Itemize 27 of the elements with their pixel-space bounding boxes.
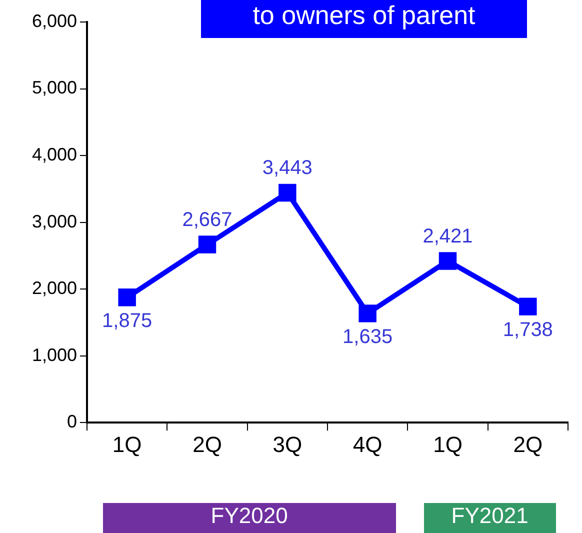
data-label: 2,421	[422, 225, 473, 248]
text: FY2021	[424, 503, 556, 533]
y-tick-label: 5,000	[32, 78, 77, 98]
x-tick-label: 2Q	[192, 432, 222, 457]
point	[438, 252, 457, 270]
y-tick-label: 1,000	[32, 344, 77, 365]
data-label: 1,738	[502, 319, 553, 342]
y-tick-label: 6,000	[32, 10, 77, 31]
point	[519, 298, 537, 316]
point	[118, 288, 136, 306]
y-tick-label: 4,000	[32, 144, 77, 164]
y-tick-label: 3,000	[32, 211, 77, 232]
x-tick-label: 2Q	[513, 432, 543, 457]
text: FY2020	[103, 503, 396, 533]
x-tick-label: 3Q	[272, 432, 302, 457]
data-label: 1,875	[102, 310, 152, 332]
x-tick-label: 1Q	[112, 432, 142, 457]
point	[278, 184, 296, 202]
x-tick-label: 1Q	[433, 432, 462, 457]
x-tick-label: 4Q	[352, 432, 382, 457]
point	[198, 236, 216, 254]
point	[358, 304, 376, 322]
data-label: 2,667	[182, 209, 232, 232]
y-tick-label: 0	[66, 412, 77, 432]
data-label: 1,635	[342, 326, 393, 348]
y-tick-label: 2,000	[32, 278, 77, 298]
data-label: 3,443	[262, 157, 312, 180]
